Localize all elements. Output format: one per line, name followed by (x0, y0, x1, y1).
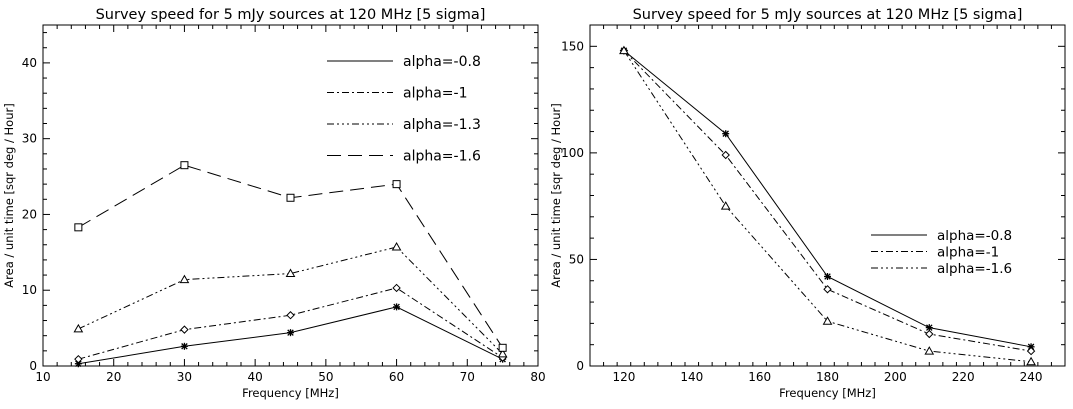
data-point-marker (1026, 346, 1036, 356)
y-tick-label: 0 (29, 359, 37, 373)
y-tick-label: 10 (22, 283, 37, 297)
plot-frame (589, 24, 1066, 367)
legend-label: alpha=-1.6 (403, 149, 481, 165)
data-point-marker (925, 329, 934, 339)
data-point-marker (285, 268, 296, 278)
data-point-marker (924, 346, 935, 355)
y-axis-label: Area / unit time [sqr deg / Hour] (549, 103, 563, 287)
data-point-marker (392, 180, 401, 189)
data-point-marker (619, 45, 629, 55)
x-tick-label: 80 (530, 370, 545, 384)
x-tick-label: 10 (35, 370, 50, 384)
x-tick-label: 30 (177, 370, 192, 384)
data-point-marker (823, 285, 832, 294)
x-tick-label: 140 (680, 370, 703, 384)
x-tick-label: 60 (389, 370, 404, 384)
data-point-marker (720, 201, 731, 210)
data-point-marker (74, 354, 83, 364)
x-axis-label: Frequency [MHz] (779, 386, 876, 400)
x-axis-label: Frequency [MHz] (242, 386, 339, 400)
data-point-marker (74, 223, 83, 232)
y-tick-label: 100 (561, 146, 584, 160)
data-point-marker (286, 311, 295, 320)
data-point-marker (287, 329, 294, 337)
y-tick-label: 40 (22, 56, 37, 70)
x-tick-label: 160 (748, 370, 771, 384)
x-tick-label: 180 (816, 370, 839, 384)
data-point-marker (497, 348, 508, 358)
data-point-marker (391, 242, 402, 251)
data-point-marker (722, 130, 730, 138)
data-point-marker (179, 274, 190, 284)
legend-label: alpha=-1.3 (403, 117, 481, 133)
data-point-marker (180, 325, 189, 334)
series-line (78, 246, 503, 355)
data-point-marker (721, 150, 730, 160)
x-tick-label: 70 (460, 370, 475, 384)
chart-title: Survey speed for 5 mJy sources at 120 MH… (633, 7, 1023, 23)
legend-label: alpha=-1.6 (937, 261, 1012, 277)
x-tick-label: 40 (248, 370, 263, 384)
data-point-marker (180, 342, 188, 350)
series-line (623, 50, 1032, 363)
x-tick-label: 20 (106, 370, 121, 384)
data-point-marker (393, 303, 401, 311)
data-point-marker (73, 323, 84, 333)
plot-frame (42, 24, 539, 367)
legend-label: alpha=-1 (403, 86, 468, 102)
series-line (623, 50, 1032, 348)
data-point-marker (286, 193, 295, 202)
y-tick-label: 150 (561, 39, 584, 53)
legend-label: alpha=-0.8 (403, 54, 481, 70)
y-tick-label: 20 (22, 207, 37, 221)
data-point-marker (392, 283, 401, 293)
x-tick-label: 220 (952, 370, 975, 384)
chart-title: Survey speed for 5 mJy sources at 120 MH… (96, 7, 486, 23)
data-point-marker (498, 343, 507, 352)
data-point-marker (1026, 356, 1036, 366)
y-axis-label: Area / unit time [sqr deg / Hour] (2, 103, 16, 287)
y-tick-label: 0 (576, 359, 584, 373)
legend-label: alpha=-1 (937, 245, 999, 261)
data-point-marker (822, 316, 833, 325)
x-tick-label: 240 (1020, 370, 1043, 384)
y-tick-label: 50 (569, 252, 584, 266)
x-tick-label: 200 (884, 370, 907, 384)
x-tick-label: 120 (612, 370, 635, 384)
series-line (623, 50, 1032, 352)
y-tick-label: 30 (22, 132, 37, 146)
data-point-marker (180, 161, 189, 170)
legend-label: alpha=-0.8 (937, 228, 1012, 244)
x-tick-label: 50 (318, 370, 333, 384)
data-point-marker (824, 272, 831, 280)
